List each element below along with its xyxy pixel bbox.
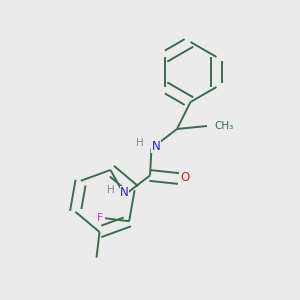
Text: CH₃: CH₃ — [214, 121, 234, 131]
Text: N: N — [152, 140, 160, 153]
Text: H: H — [107, 184, 115, 195]
Text: F: F — [97, 213, 103, 223]
Text: H: H — [136, 138, 143, 148]
Text: O: O — [181, 171, 190, 184]
Text: N: N — [120, 186, 129, 199]
